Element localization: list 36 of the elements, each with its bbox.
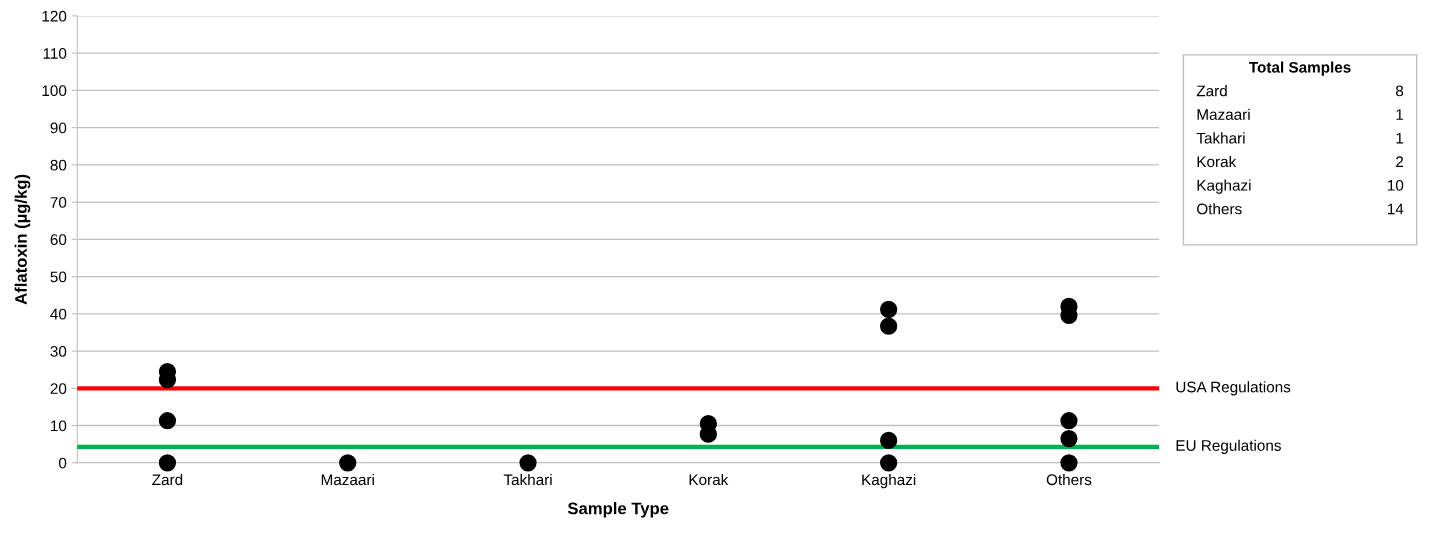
text: 14 (1387, 203, 1404, 215)
y-tick-label: 100 (42, 85, 67, 97)
x-tick-label: Others (1046, 473, 1092, 486)
text: Kaghazi (1197, 179, 1251, 194)
text: Korak (1197, 155, 1237, 168)
text: Others (1197, 203, 1242, 215)
text: 8 (1395, 85, 1404, 97)
x-axis-title: Sample Type (567, 502, 669, 518)
x-tick-label: Zard (152, 473, 183, 486)
text: 2 (1396, 156, 1404, 167)
ref-line-label: USA Regulations (1176, 381, 1291, 396)
y-tick-label: 120 (42, 10, 67, 22)
y-tick-label: 40 (50, 308, 67, 320)
text: Zard (1196, 85, 1227, 97)
x-tick-label: Takhari (503, 473, 552, 486)
y-tick-label: 50 (50, 271, 67, 283)
y-tick-label: 80 (50, 159, 67, 171)
text: Mazaari (1197, 108, 1250, 120)
y-axis-title: Aflatoxin (µg/kg) (14, 174, 31, 305)
text: 1 (1396, 109, 1404, 120)
ref-line-label: EU Regulations (1176, 439, 1281, 454)
text: Total Samples (1249, 61, 1351, 76)
y-tick-label: 60 (50, 234, 67, 246)
y-tick-label: 110 (43, 48, 67, 59)
y-tick-label: 70 (50, 196, 67, 208)
y-tick-label: 30 (50, 345, 67, 357)
text: 1 (1396, 132, 1404, 144)
text: Takhari (1196, 132, 1245, 144)
y-tick-label: 20 (50, 383, 67, 395)
y-tick-label: 90 (50, 122, 67, 134)
y-tick-label: 0 (58, 457, 67, 469)
y-tick-label: 10 (51, 420, 67, 432)
x-tick-label: Kaghazi (862, 473, 916, 489)
x-tick-label: Mazaari (321, 473, 374, 486)
text: 10 (1387, 179, 1404, 191)
x-tick-label: Korak (689, 473, 729, 486)
